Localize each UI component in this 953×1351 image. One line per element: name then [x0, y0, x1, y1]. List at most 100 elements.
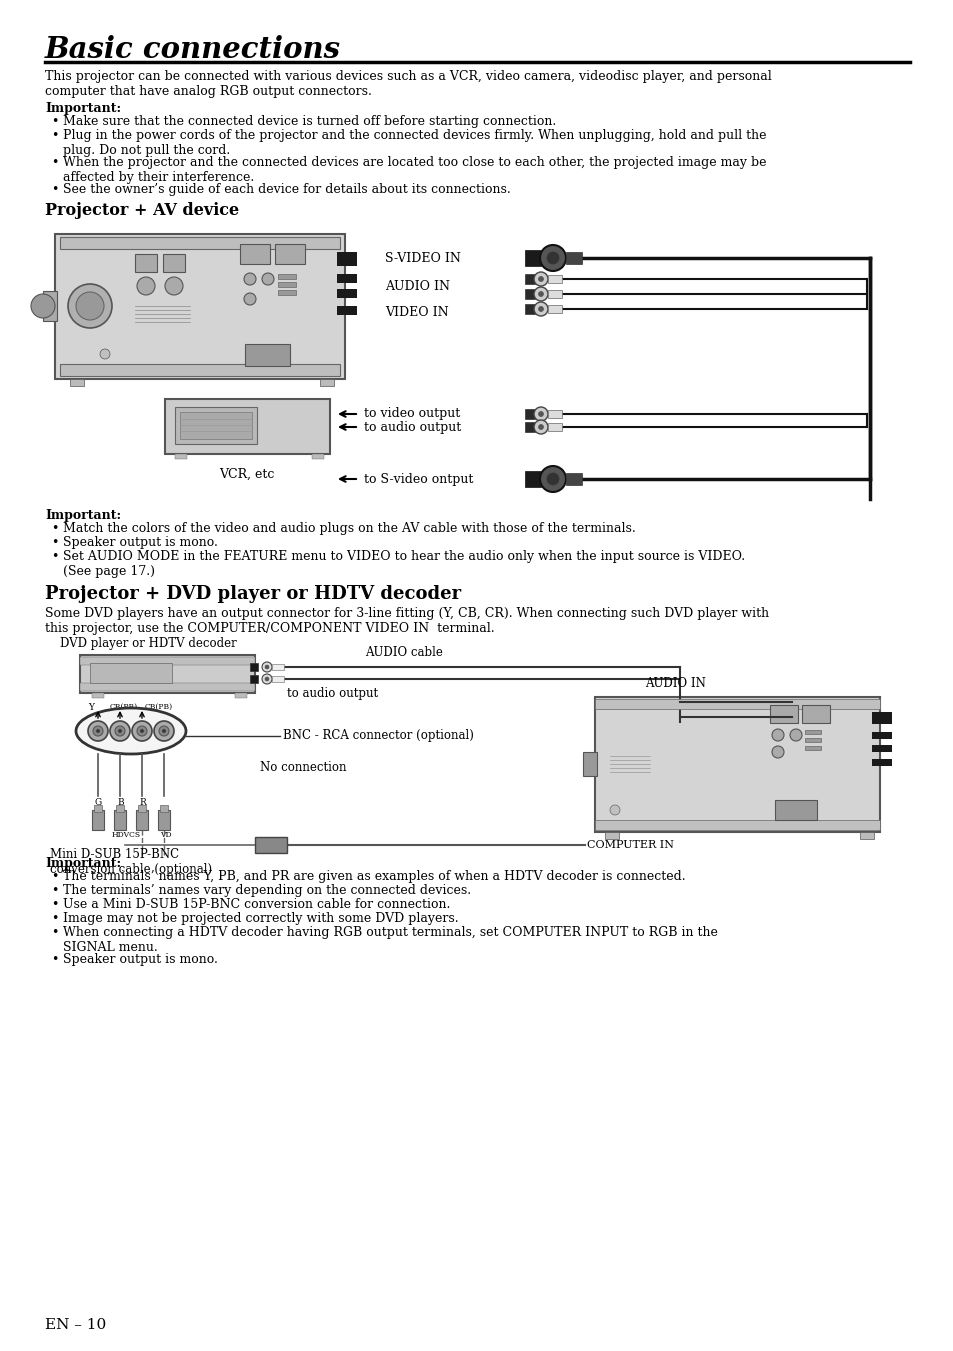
- Bar: [163, 254, 185, 272]
- Bar: [801, 705, 829, 723]
- Text: S-VIDEO IN: S-VIDEO IN: [385, 251, 460, 265]
- Circle shape: [132, 721, 152, 740]
- Bar: [70, 380, 84, 386]
- Bar: [180, 412, 252, 439]
- Text: to audio output: to audio output: [364, 420, 460, 434]
- Bar: [80, 657, 254, 665]
- Bar: [113, 811, 126, 830]
- Bar: [547, 409, 561, 417]
- Text: Image may not be projected correctly with some DVD players.: Image may not be projected correctly wit…: [63, 912, 458, 925]
- Bar: [250, 676, 257, 684]
- Bar: [116, 805, 124, 812]
- Text: HDVCS: HDVCS: [112, 831, 141, 839]
- Circle shape: [30, 295, 55, 317]
- Bar: [55, 234, 345, 380]
- Text: CB(PB): CB(PB): [110, 703, 138, 711]
- Ellipse shape: [76, 708, 186, 754]
- Bar: [604, 832, 618, 839]
- Bar: [565, 473, 581, 485]
- Circle shape: [100, 349, 110, 359]
- Circle shape: [68, 284, 112, 328]
- Bar: [769, 705, 797, 723]
- Bar: [80, 684, 254, 690]
- Text: VCR, etc: VCR, etc: [219, 467, 274, 481]
- Circle shape: [118, 730, 122, 734]
- Bar: [240, 245, 270, 263]
- Circle shape: [534, 303, 547, 316]
- Bar: [524, 250, 540, 266]
- Text: See the owner’s guide of each device for details about its connections.: See the owner’s guide of each device for…: [63, 182, 510, 196]
- Text: Speaker output is mono.: Speaker output is mono.: [63, 536, 217, 549]
- Text: When the projector and the connected devices are located too close to each other: When the projector and the connected dev…: [63, 155, 765, 184]
- Circle shape: [537, 292, 543, 296]
- Bar: [94, 805, 102, 812]
- Bar: [871, 744, 891, 753]
- Circle shape: [115, 725, 125, 736]
- Circle shape: [262, 674, 272, 684]
- Bar: [312, 454, 324, 459]
- Bar: [90, 663, 172, 684]
- Bar: [774, 800, 816, 820]
- Text: Plug in the power cords of the projector and the connected devices firmly. When : Plug in the power cords of the projector…: [63, 128, 765, 157]
- Text: to audio output: to audio output: [287, 688, 377, 700]
- Text: •: •: [51, 128, 58, 142]
- Circle shape: [537, 412, 543, 416]
- Bar: [595, 697, 879, 832]
- Bar: [565, 253, 581, 263]
- Text: R: R: [139, 798, 146, 807]
- Bar: [250, 663, 257, 671]
- Text: Speaker output is mono.: Speaker output is mono.: [63, 952, 217, 966]
- Text: •: •: [51, 898, 58, 911]
- Text: VIDEO IN: VIDEO IN: [385, 305, 448, 319]
- Circle shape: [771, 730, 783, 740]
- Bar: [234, 693, 247, 698]
- Bar: [547, 423, 561, 431]
- Bar: [277, 282, 295, 286]
- Text: Set AUDIO MODE in the FEATURE menu to VIDEO to hear the audio only when the inpu: Set AUDIO MODE in the FEATURE menu to VI…: [63, 550, 744, 578]
- Circle shape: [534, 272, 547, 286]
- Bar: [524, 304, 535, 313]
- Bar: [277, 290, 295, 295]
- Bar: [274, 245, 305, 263]
- Text: VD: VD: [160, 831, 172, 839]
- Text: Y: Y: [88, 703, 94, 712]
- Bar: [804, 730, 821, 734]
- Text: •: •: [51, 912, 58, 925]
- Circle shape: [165, 277, 183, 295]
- Bar: [336, 305, 356, 315]
- Text: •: •: [51, 521, 58, 535]
- Text: •: •: [51, 182, 58, 196]
- Bar: [336, 274, 356, 282]
- Circle shape: [539, 245, 565, 272]
- Bar: [174, 407, 256, 444]
- Bar: [524, 409, 535, 419]
- Text: The terminals’ names vary depending on the connected devices.: The terminals’ names vary depending on t…: [63, 884, 471, 897]
- Bar: [595, 820, 879, 830]
- Bar: [595, 698, 879, 709]
- Text: EN – 10: EN – 10: [45, 1319, 106, 1332]
- Circle shape: [88, 721, 108, 740]
- Bar: [336, 289, 356, 299]
- Bar: [80, 655, 254, 693]
- Bar: [871, 732, 891, 739]
- Text: •: •: [51, 952, 58, 966]
- Circle shape: [140, 730, 144, 734]
- Text: G: G: [95, 798, 102, 807]
- Text: AUDIO IN: AUDIO IN: [385, 280, 450, 293]
- Bar: [91, 693, 104, 698]
- Circle shape: [96, 730, 100, 734]
- Circle shape: [162, 730, 166, 734]
- Bar: [524, 289, 535, 299]
- Bar: [319, 380, 334, 386]
- Bar: [43, 290, 57, 322]
- Circle shape: [534, 407, 547, 422]
- Bar: [871, 759, 891, 766]
- Bar: [859, 832, 873, 839]
- Bar: [524, 422, 535, 432]
- Text: DVD player or HDTV decoder: DVD player or HDTV decoder: [60, 638, 236, 650]
- Bar: [254, 838, 287, 852]
- Text: Important:: Important:: [45, 101, 121, 115]
- Text: •: •: [51, 550, 58, 563]
- Circle shape: [244, 273, 255, 285]
- Circle shape: [262, 273, 274, 285]
